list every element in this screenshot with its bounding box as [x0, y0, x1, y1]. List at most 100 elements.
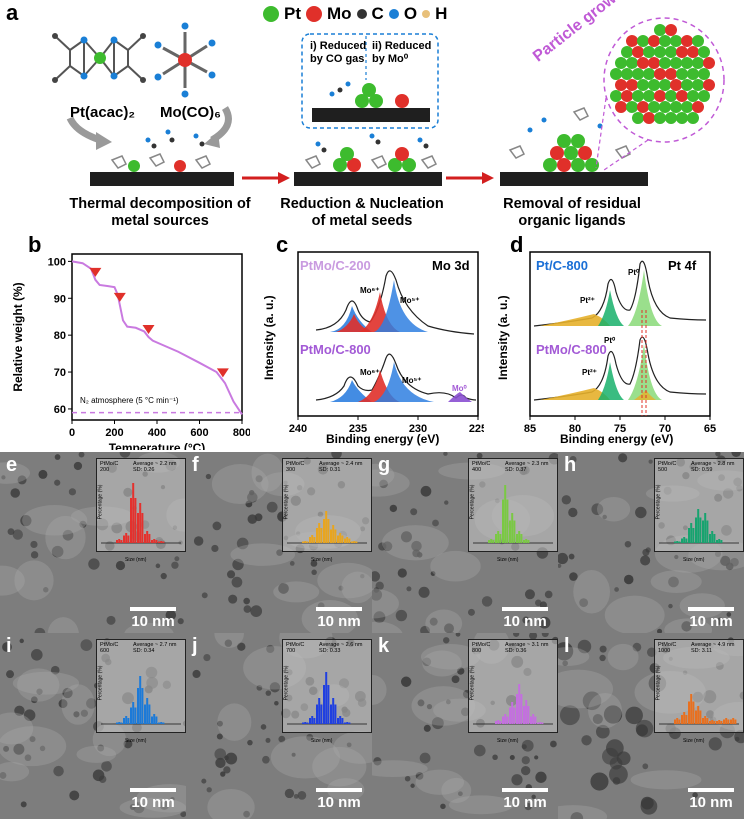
inset-stats: Average ~ 2.4 nm SD: 0.31 — [319, 461, 362, 473]
xps-c-mo5-top: Mo⁵⁺ — [400, 296, 420, 305]
legend-o: O — [403, 4, 418, 23]
histogram-bar — [325, 672, 328, 724]
histogram-bar — [706, 718, 709, 724]
legend-c: C — [371, 4, 384, 23]
histogram-bar — [309, 718, 311, 724]
tga-ytick: 90 — [54, 293, 66, 305]
histogram-bar — [730, 719, 732, 724]
histogram-bar — [306, 722, 309, 724]
histogram-bar — [344, 538, 346, 543]
histogram-bar — [313, 537, 316, 543]
histogram-bar — [532, 714, 535, 724]
histogram-bar — [141, 688, 144, 724]
scale-bar-label: 10 nm — [131, 613, 175, 630]
xps-xtick: 85 — [524, 423, 536, 435]
histogram-bar — [141, 513, 144, 543]
xps-c-mo5-bot: Mo⁵⁺ — [402, 376, 422, 385]
histogram-bar — [123, 718, 125, 724]
inset-temperature: 700 — [286, 648, 296, 654]
tem-panel-letter: g — [378, 454, 391, 476]
scale-bar-label: 10 nm — [689, 794, 733, 811]
inset-xlabel: Size (nm) — [497, 557, 519, 563]
inset-stats: Average ~ 4.9 nm SD: 3.11 — [691, 642, 734, 654]
histogram-bar — [539, 722, 542, 724]
tga-ytick: 80 — [54, 330, 66, 342]
reduction-ii-label: ii) Reduced by Mo⁰ — [372, 40, 432, 65]
inset-temperature: 400 — [472, 467, 482, 473]
histogram-bar — [332, 698, 335, 724]
histogram-bar — [690, 694, 693, 724]
tem-panel-letter: l — [564, 635, 570, 657]
inset-xlabel: Size (nm) — [497, 738, 519, 744]
inset-sd: SD: 0.33 — [319, 648, 341, 654]
histogram-bar — [139, 503, 142, 543]
nanoparticle-cluster — [543, 134, 599, 172]
histogram-bar — [527, 540, 530, 543]
inset-sd: SD: 0.37 — [505, 467, 527, 473]
legend-mo: Mo — [327, 4, 352, 23]
inset-average: Average ~ 2.2 nm — [133, 461, 177, 467]
histogram-bar — [676, 718, 679, 724]
histogram-bar — [134, 498, 137, 543]
arrow-1 — [278, 172, 290, 184]
inset-sample: PtMo/C 200 — [100, 461, 118, 473]
histogram-bar — [341, 718, 344, 724]
histogram-bar — [683, 537, 686, 543]
histogram-bar — [160, 722, 163, 724]
histogram-bar — [334, 704, 337, 724]
histogram-bar — [318, 523, 321, 543]
tga-ytick: 60 — [54, 404, 66, 416]
histogram-bar — [318, 698, 321, 724]
inset-sample: PtMo/C 300 — [286, 461, 304, 473]
inset-xlabel: Size (nm) — [311, 557, 333, 563]
histogram-bar — [348, 722, 351, 724]
histogram-bar — [688, 701, 690, 724]
histogram-bar — [520, 694, 523, 724]
large-nanoparticle — [610, 24, 715, 124]
histogram-bar — [148, 534, 151, 543]
scale-bar-label: 10 nm — [317, 613, 361, 630]
histogram-bar — [125, 533, 128, 543]
histogram-bar — [304, 722, 307, 724]
inset-xlabel: Size (nm) — [683, 738, 705, 744]
histogram-bar — [718, 539, 721, 543]
histogram-bar — [327, 519, 330, 543]
mo3d-top — [315, 270, 475, 335]
histogram-bar — [690, 523, 693, 543]
histogram-bar — [688, 528, 690, 543]
histogram-bar — [137, 513, 139, 543]
histogram-bar — [330, 704, 332, 724]
panel-d-letter: d — [510, 232, 524, 257]
mo-co6-molecule — [154, 22, 216, 98]
mo3d-bottom — [315, 353, 477, 402]
inset-xlabel: Size (nm) — [683, 557, 705, 563]
tga-step-marker — [142, 325, 155, 334]
inset-histogram — [101, 483, 181, 544]
inset-sd: SD: 0.31 — [319, 467, 341, 473]
histogram-bar — [704, 513, 707, 543]
xps-d-pt0-top: Pt⁰ — [628, 268, 640, 277]
histogram-bar — [153, 539, 156, 543]
tem-panel-letter: j — [192, 635, 198, 657]
histogram-bar — [127, 535, 130, 543]
scale-bar: 10 nm — [316, 607, 362, 630]
histogram-bar — [125, 716, 128, 724]
inset-sd: SD: 3.11 — [691, 648, 712, 654]
xps-c-ylabel: Intensity (a. u.) — [262, 295, 276, 380]
inset-stats: Average ~ 2.7 nm SD: 0.34 — [133, 642, 176, 654]
element-legend: Pt Mo C O H — [262, 4, 447, 24]
tga-ylabel: Relative weight (%) — [11, 282, 25, 391]
histogram-bar — [523, 706, 525, 724]
histogram-bar — [518, 531, 521, 543]
histogram-bar — [713, 534, 716, 543]
tga-xtick: 0 — [69, 427, 75, 439]
histogram-bar — [685, 715, 688, 724]
tga-xtick: 600 — [190, 427, 208, 439]
tga-xtick: 800 — [233, 427, 250, 439]
histogram-bar — [488, 540, 490, 543]
histogram-bar — [723, 719, 725, 724]
substrate-1 — [90, 172, 234, 186]
histogram-bar — [702, 520, 704, 543]
xps-xtick: 70 — [659, 423, 671, 435]
inset-histogram — [659, 509, 739, 544]
